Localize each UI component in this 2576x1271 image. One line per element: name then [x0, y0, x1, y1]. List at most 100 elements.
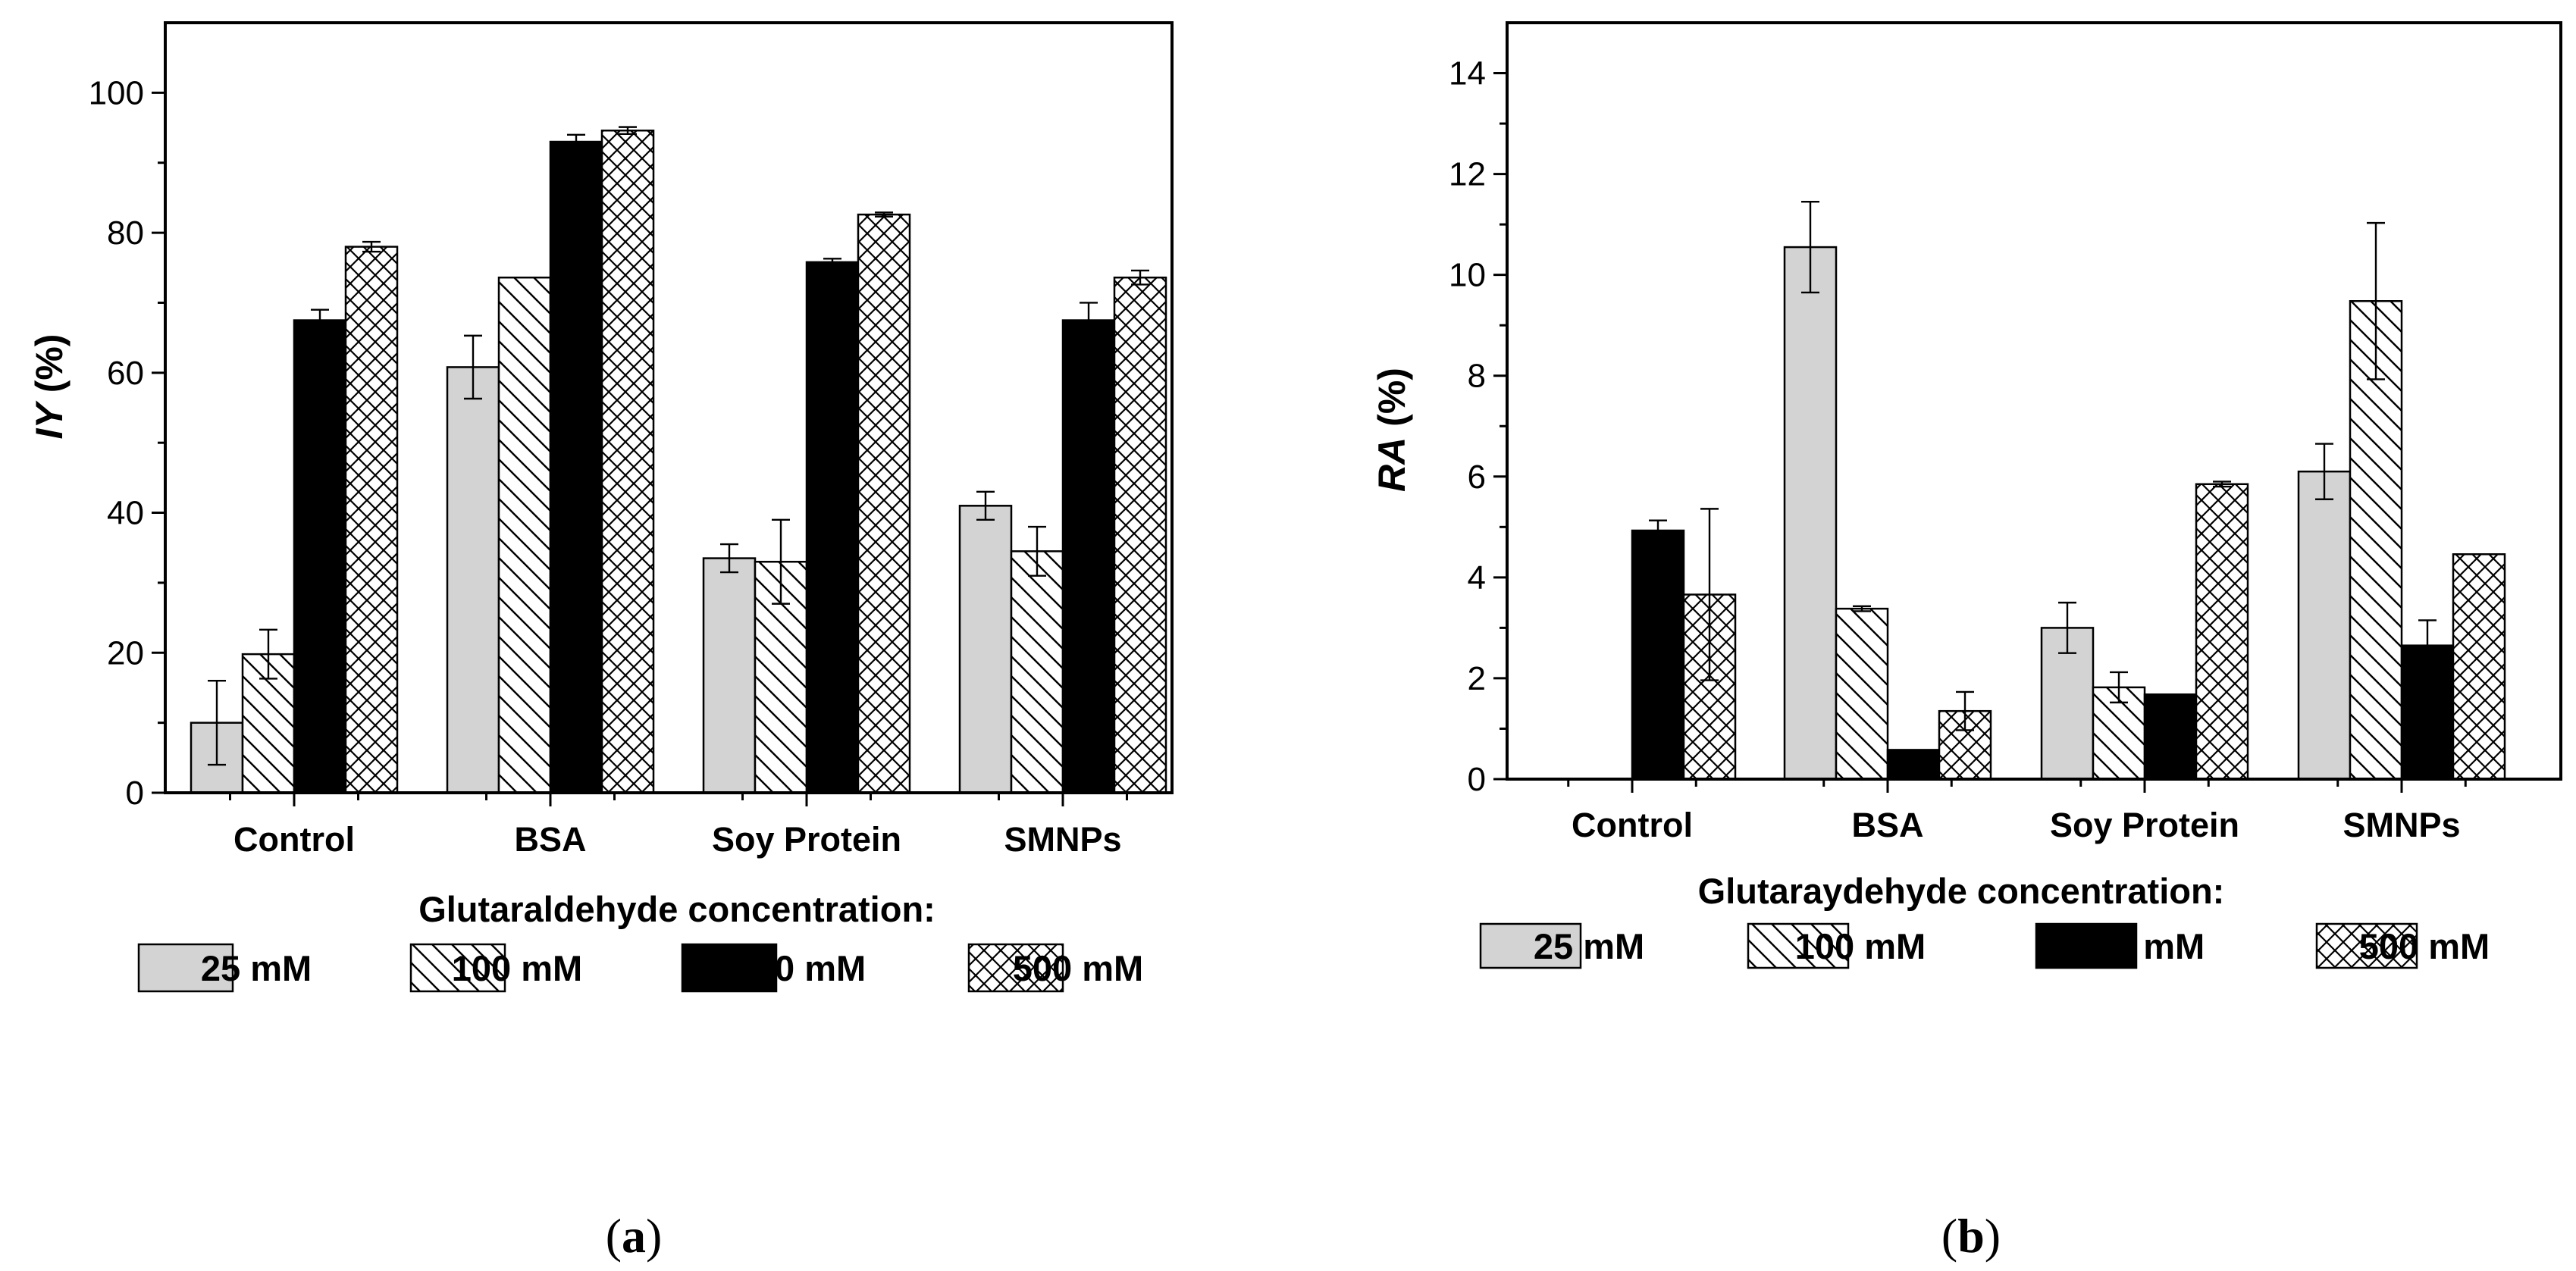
error-bar-control-500mm — [1700, 508, 1719, 681]
legend-swatch — [409, 943, 506, 993]
legend-label: 100 mM — [452, 948, 582, 988]
legend-title-b: Glutaraydehyde concentration: — [1698, 871, 2225, 911]
error-bar-bsa-25mm — [464, 334, 482, 400]
chart-panel-b: 0 2 4 6 8 10 12 14 Control BSA Soy Protein SMNPs R… — [1371, 21, 2562, 1263]
error-bar-control-300mm — [1649, 519, 1667, 542]
legend-a: 25 mM 100 mM 300 mM 500 mM — [137, 943, 1143, 993]
bar-smnps-25mm — [2297, 470, 2352, 781]
bar-smnps-100mm — [1010, 550, 1064, 794]
error-bar-smnps-500mm — [1131, 269, 1149, 286]
y-tick-label: 60 — [107, 355, 144, 392]
error-bar-smnps-300mm — [2418, 619, 2437, 672]
legend-item-25mm: 25 mM — [137, 943, 312, 993]
bar-smnps-100mm — [2349, 300, 2403, 781]
axes-a — [164, 21, 1174, 794]
legend-swatch — [967, 943, 1064, 993]
y-tick-label: 0 — [126, 775, 144, 812]
x-category-label: BSA — [514, 820, 586, 859]
y-tick-label: 100 — [89, 74, 144, 111]
bar-bsa-25mm — [1783, 246, 1838, 781]
y-tick-label: 14 — [1449, 55, 1486, 92]
error-bar-soy-protein-100mm — [772, 518, 790, 605]
y-tick-label: 40 — [107, 495, 144, 532]
legend-item-300mm: 300 mM — [681, 943, 866, 993]
legend-label: 300 mM — [735, 948, 866, 988]
bar-smnps-500mm — [2452, 553, 2506, 781]
error-bar-soy-protein-25mm — [720, 543, 738, 574]
bar-soy-protein-500mm — [857, 213, 911, 794]
bar-bsa-500mm — [600, 129, 655, 794]
legend-item-500mm: 500 mM — [967, 943, 1143, 993]
error-bar-smnps-25mm — [976, 490, 995, 521]
error-bar-control-100mm — [259, 628, 277, 680]
plot-frame — [1506, 21, 2562, 781]
legend-title-a: Glutaraldehyde concentration: — [418, 889, 935, 929]
bar-bsa-100mm — [497, 276, 552, 794]
error-bar-smnps-100mm — [2367, 221, 2385, 380]
x-category-label: Soy Protein — [712, 820, 901, 859]
error-bar-smnps-100mm — [1028, 525, 1046, 577]
bar-smnps-25mm — [958, 505, 1013, 794]
bar-smnps-500mm — [1113, 276, 1167, 794]
bar-soy-protein-25mm — [702, 557, 757, 794]
error-bar-soy-protein-500mm — [875, 211, 893, 218]
legend-item-300mm: 300 mM — [2035, 922, 2205, 969]
legend-swatch — [681, 943, 778, 993]
bar-soy-protein-300mm — [2143, 693, 2198, 781]
y-tick-label: 0 — [1468, 761, 1486, 798]
legend-label: 300 mM — [2074, 926, 2205, 966]
caption-b: (b) — [1941, 1209, 2001, 1263]
x-category-label: Control — [1572, 806, 1693, 844]
error-bar-soy-protein-25mm — [2058, 601, 2076, 654]
error-bar-control-25mm — [208, 680, 226, 766]
legend-swatch — [2035, 922, 2138, 969]
legend-label: 500 mM — [2359, 926, 2490, 966]
bar-bsa-25mm — [446, 366, 500, 794]
bar-soy-protein-300mm — [805, 261, 860, 794]
bar-control-300mm — [1631, 529, 1685, 781]
legend-item-25mm: 25 mM — [1479, 922, 1644, 969]
legend-label: 100 mM — [1795, 926, 1926, 966]
x-category-label: BSA — [1851, 806, 1923, 844]
legend-b: 25 mM 100 mM 300 mM 500 mM — [1479, 922, 2490, 969]
y-tick-label: 4 — [1468, 559, 1486, 596]
error-bar-soy-protein-100mm — [2110, 671, 2128, 704]
axes-b — [1506, 21, 2562, 781]
legend-swatch — [2315, 922, 2418, 969]
bar-bsa-100mm — [1835, 607, 1889, 781]
legend-swatch — [137, 943, 234, 993]
legend-label: 500 mM — [1013, 948, 1143, 988]
x-categories-b: Control BSA Soy Protein SMNPs — [1567, 779, 2467, 844]
y-ticks-a: 0 20 40 60 80 100 — [89, 74, 165, 812]
y-axis-label-b: RA (%) — [1371, 368, 1413, 492]
legend-label: 25 mM — [1534, 926, 1644, 966]
legend-label: 25 mM — [201, 948, 312, 988]
error-bar-smnps-25mm — [2315, 443, 2333, 500]
y-ticks-b: 0 2 4 6 8 10 12 14 — [1449, 55, 1507, 798]
bar-control-500mm — [344, 246, 399, 794]
error-bars-a — [208, 126, 1149, 766]
error-bar-bsa-500mm — [1956, 690, 1974, 731]
error-bar-control-500mm — [362, 240, 381, 253]
bars-a — [190, 129, 1167, 794]
error-bar-bsa-500mm — [619, 126, 637, 136]
bar-soy-protein-500mm — [2195, 483, 2249, 781]
error-bar-smnps-300mm — [1080, 302, 1098, 339]
bar-bsa-300mm — [549, 140, 603, 794]
legend-item-100mm: 100 mM — [409, 943, 582, 993]
y-tick-label: 80 — [107, 214, 144, 252]
x-categories-a: Control BSA Soy Protein SMNPs — [229, 793, 1128, 859]
y-tick-label: 20 — [107, 634, 144, 672]
x-category-label: SMNPs — [2343, 806, 2460, 844]
y-tick-label: 6 — [1468, 459, 1486, 496]
x-category-label: Soy Protein — [2050, 806, 2239, 844]
y-tick-label: 2 — [1468, 660, 1486, 697]
y-tick-label: 8 — [1468, 358, 1486, 395]
bar-control-300mm — [293, 319, 347, 794]
error-bar-bsa-25mm — [1801, 200, 1819, 294]
error-bar-bsa-100mm — [1853, 605, 1871, 612]
error-bar-soy-protein-300mm — [823, 258, 841, 267]
caption-a: (a) — [606, 1209, 663, 1263]
